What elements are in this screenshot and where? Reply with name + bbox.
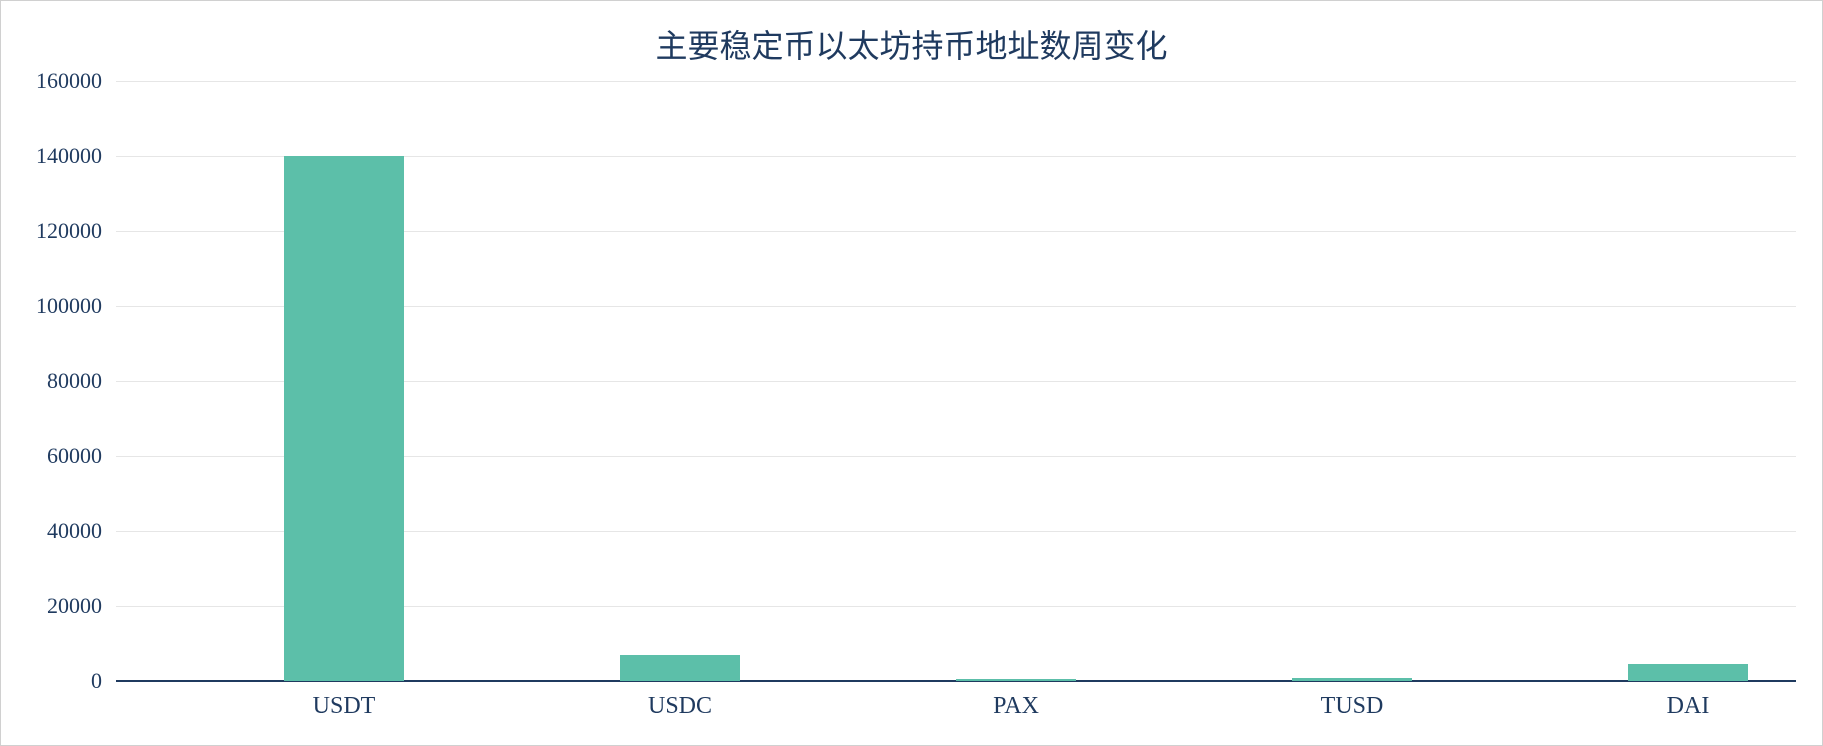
- plot-area: [116, 81, 1796, 681]
- xtick-label: USDC: [648, 693, 712, 720]
- ytick-label: 120000: [12, 218, 102, 244]
- ytick-label: 0: [12, 668, 102, 694]
- chart-title: 主要稳定币以太坊持币地址数周变化: [1, 21, 1822, 67]
- chart-container: 主要稳定币以太坊持币地址数周变化 0 20000 40000 60000 80000 10…: [0, 0, 1823, 746]
- ytick-label: 80000: [12, 368, 102, 394]
- bar: [1292, 678, 1412, 681]
- ytick-label: 40000: [12, 518, 102, 544]
- bar: [284, 156, 404, 681]
- bar: [956, 679, 1076, 681]
- bar: [620, 655, 740, 681]
- xtick-label: DAI: [1667, 693, 1710, 720]
- bar: [1628, 664, 1748, 681]
- ytick-label: 60000: [12, 443, 102, 469]
- ytick-label: 100000: [12, 293, 102, 319]
- ytick-label: 160000: [12, 68, 102, 94]
- ytick-label: 20000: [12, 593, 102, 619]
- xtick-label: USDT: [313, 693, 376, 720]
- ytick-label: 140000: [12, 143, 102, 169]
- xtick-label: TUSD: [1321, 693, 1384, 720]
- gridline: [116, 81, 1796, 82]
- xtick-label: PAX: [993, 693, 1039, 720]
